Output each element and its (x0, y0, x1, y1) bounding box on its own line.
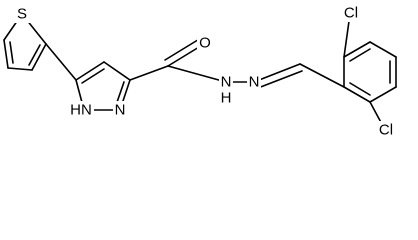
label-mask (340, 4, 362, 22)
bond (257, 70, 303, 89)
label-mask (197, 35, 212, 53)
page: {"atoms": {"s": "S", "nh_ring": "HN", "n… (3, 4, 397, 139)
bond (9, 41, 14, 64)
label-mask (113, 101, 127, 119)
bond (369, 86, 397, 103)
atom-labels: S HN N O N H N Cl Cl (14, 4, 397, 139)
bond (45, 43, 77, 81)
bond (349, 48, 371, 62)
bond (369, 41, 397, 58)
bond (3, 39, 9, 69)
bond (167, 65, 227, 83)
bond (28, 44, 41, 66)
label-mask (247, 73, 261, 91)
label-mask (375, 121, 397, 139)
bond (343, 41, 371, 58)
bond (75, 61, 105, 81)
label-mask (14, 5, 30, 23)
bond (164, 37, 202, 61)
atom-label: S (17, 6, 27, 23)
bond (349, 82, 371, 96)
bond (31, 43, 47, 71)
atom-label: Cl (344, 5, 358, 22)
atom-label: N (221, 74, 232, 91)
atom-label: Cl (379, 122, 393, 139)
bond (103, 61, 131, 81)
label-mask (219, 73, 233, 91)
bonds (3, 13, 397, 129)
bond (129, 65, 169, 81)
atom-label: N (115, 102, 126, 119)
bond (299, 63, 345, 88)
bond (253, 63, 301, 83)
bond (7, 67, 33, 71)
atom-label: N (249, 74, 260, 91)
atom-label: HN (70, 102, 92, 119)
structure-diagram: S HN N O N H N Cl Cl (3, 4, 397, 139)
atom-label: O (199, 35, 211, 52)
atom-label: H (221, 90, 232, 107)
bond (81, 68, 105, 84)
bond (343, 86, 371, 103)
label-mask (70, 101, 94, 119)
